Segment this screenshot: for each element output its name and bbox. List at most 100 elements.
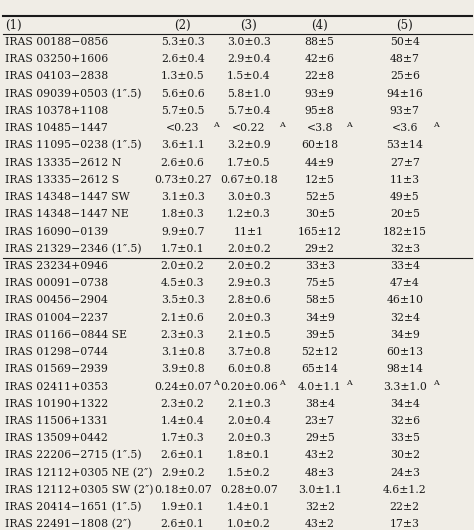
Text: <0.23: <0.23 xyxy=(166,123,200,133)
Text: 3.5±0.3: 3.5±0.3 xyxy=(161,295,204,305)
Text: 34±9: 34±9 xyxy=(305,313,335,323)
Text: <3.8: <3.8 xyxy=(307,123,333,133)
Text: 32±2: 32±2 xyxy=(305,502,335,512)
Text: 182±15: 182±15 xyxy=(383,226,427,236)
Text: 2.0±0.2: 2.0±0.2 xyxy=(227,261,271,271)
Text: 5.7±0.4: 5.7±0.4 xyxy=(227,106,271,116)
Text: IRAS 11506+1331: IRAS 11506+1331 xyxy=(5,416,109,426)
Text: IRAS 00188−0856: IRAS 00188−0856 xyxy=(5,37,109,47)
Text: A: A xyxy=(346,379,351,387)
Text: (3): (3) xyxy=(240,19,257,32)
Text: 2.1±0.3: 2.1±0.3 xyxy=(227,399,271,409)
Text: IRAS 13335−2612 S: IRAS 13335−2612 S xyxy=(5,175,119,185)
Text: 1.8±0.1: 1.8±0.1 xyxy=(227,450,271,461)
Text: 24±3: 24±3 xyxy=(390,467,420,478)
Text: 2.9±0.4: 2.9±0.4 xyxy=(227,54,271,64)
Text: A: A xyxy=(433,379,439,387)
Text: 1.7±0.5: 1.7±0.5 xyxy=(227,157,271,167)
Text: 1.8±0.3: 1.8±0.3 xyxy=(161,209,205,219)
Text: 2.8±0.6: 2.8±0.6 xyxy=(227,295,271,305)
Text: 17±3: 17±3 xyxy=(390,519,420,529)
Text: 22±2: 22±2 xyxy=(390,502,420,512)
Text: IRAS 21329−2346 (1″.5): IRAS 21329−2346 (1″.5) xyxy=(5,244,142,254)
Text: 4.0±1.1: 4.0±1.1 xyxy=(298,382,342,392)
Text: IRAS 22206−2715 (1″.5): IRAS 22206−2715 (1″.5) xyxy=(5,450,142,461)
Text: 5.3±0.3: 5.3±0.3 xyxy=(161,37,204,47)
Text: 2.9±0.2: 2.9±0.2 xyxy=(161,467,204,478)
Text: IRAS 12112+0305 NE (2″): IRAS 12112+0305 NE (2″) xyxy=(5,467,153,478)
Text: A: A xyxy=(433,121,439,129)
Text: IRAS 20414−1651 (1″.5): IRAS 20414−1651 (1″.5) xyxy=(5,502,142,513)
Text: 33±3: 33±3 xyxy=(305,261,335,271)
Text: 38±4: 38±4 xyxy=(305,399,335,409)
Text: 5.6±0.6: 5.6±0.6 xyxy=(161,89,204,99)
Text: 48±3: 48±3 xyxy=(305,467,335,478)
Text: 32±3: 32±3 xyxy=(390,244,420,254)
Text: 1.7±0.1: 1.7±0.1 xyxy=(161,244,204,254)
Text: 0.18±0.07: 0.18±0.07 xyxy=(154,485,211,495)
Text: 0.67±0.18: 0.67±0.18 xyxy=(220,175,278,185)
Text: 3.0±0.3: 3.0±0.3 xyxy=(227,192,271,202)
Text: 11±3: 11±3 xyxy=(390,175,420,185)
Text: 0.73±0.27: 0.73±0.27 xyxy=(154,175,211,185)
Text: A: A xyxy=(213,379,219,387)
Text: 3.0±0.3: 3.0±0.3 xyxy=(227,37,271,47)
Text: IRAS 00091−0738: IRAS 00091−0738 xyxy=(5,278,109,288)
Text: 2.0±0.2: 2.0±0.2 xyxy=(227,244,271,254)
Text: IRAS 00456−2904: IRAS 00456−2904 xyxy=(5,295,108,305)
Text: 43±2: 43±2 xyxy=(305,450,335,461)
Text: 1.4±0.4: 1.4±0.4 xyxy=(161,416,204,426)
Text: 11±1: 11±1 xyxy=(234,226,264,236)
Text: 2.0±0.2: 2.0±0.2 xyxy=(161,261,205,271)
Text: 50±4: 50±4 xyxy=(390,37,419,47)
Text: 3.9±0.8: 3.9±0.8 xyxy=(161,364,204,374)
Text: 52±12: 52±12 xyxy=(301,347,338,357)
Text: IRAS 13509+0442: IRAS 13509+0442 xyxy=(5,433,108,443)
Text: 32±4: 32±4 xyxy=(390,313,420,323)
Text: IRAS 10190+1322: IRAS 10190+1322 xyxy=(5,399,109,409)
Text: 2.3±0.3: 2.3±0.3 xyxy=(161,330,205,340)
Text: 44±9: 44±9 xyxy=(305,157,335,167)
Text: (2): (2) xyxy=(174,19,191,32)
Text: 2.1±0.5: 2.1±0.5 xyxy=(227,330,271,340)
Text: 47±4: 47±4 xyxy=(390,278,419,288)
Text: 12±5: 12±5 xyxy=(305,175,335,185)
Text: 2.6±0.6: 2.6±0.6 xyxy=(161,157,205,167)
Text: 95±8: 95±8 xyxy=(305,106,335,116)
Text: IRAS 10378+1108: IRAS 10378+1108 xyxy=(5,106,109,116)
Text: 33±4: 33±4 xyxy=(390,261,420,271)
Text: 3.3±1.0: 3.3±1.0 xyxy=(383,382,427,392)
Text: 2.0±0.4: 2.0±0.4 xyxy=(227,416,271,426)
Text: 2.1±0.6: 2.1±0.6 xyxy=(161,313,205,323)
Text: A: A xyxy=(346,121,351,129)
Text: 46±10: 46±10 xyxy=(386,295,423,305)
Text: 49±5: 49±5 xyxy=(390,192,419,202)
Text: 39±5: 39±5 xyxy=(305,330,335,340)
Text: 43±2: 43±2 xyxy=(305,519,335,529)
Text: 93±9: 93±9 xyxy=(305,89,335,99)
Text: IRAS 01298−0744: IRAS 01298−0744 xyxy=(5,347,108,357)
Text: A: A xyxy=(213,121,219,129)
Text: 1.5±0.2: 1.5±0.2 xyxy=(227,467,271,478)
Text: (5): (5) xyxy=(396,19,413,32)
Text: 1.7±0.3: 1.7±0.3 xyxy=(161,433,204,443)
Text: 1.4±0.1: 1.4±0.1 xyxy=(227,502,271,512)
Text: 33±5: 33±5 xyxy=(390,433,420,443)
Text: 5.7±0.5: 5.7±0.5 xyxy=(161,106,204,116)
Text: <3.6: <3.6 xyxy=(392,123,418,133)
Text: IRAS 13335−2612 N: IRAS 13335−2612 N xyxy=(5,157,122,167)
Text: 3.1±0.3: 3.1±0.3 xyxy=(161,192,205,202)
Text: IRAS 01569−2939: IRAS 01569−2939 xyxy=(5,364,108,374)
Text: 29±2: 29±2 xyxy=(305,244,335,254)
Text: 2.9±0.3: 2.9±0.3 xyxy=(227,278,271,288)
Text: IRAS 16090−0139: IRAS 16090−0139 xyxy=(5,226,109,236)
Text: IRAS 14348−1447 NE: IRAS 14348−1447 NE xyxy=(5,209,129,219)
Text: 0.28±0.07: 0.28±0.07 xyxy=(220,485,278,495)
Text: 0.20±0.06: 0.20±0.06 xyxy=(220,382,278,392)
Text: (4): (4) xyxy=(311,19,328,32)
Text: IRAS 09039+0503 (1″.5): IRAS 09039+0503 (1″.5) xyxy=(5,89,142,99)
Text: 53±14: 53±14 xyxy=(386,140,423,151)
Text: IRAS 23234+0946: IRAS 23234+0946 xyxy=(5,261,109,271)
Text: 2.6±0.1: 2.6±0.1 xyxy=(161,519,205,529)
Text: 1.9±0.1: 1.9±0.1 xyxy=(161,502,204,512)
